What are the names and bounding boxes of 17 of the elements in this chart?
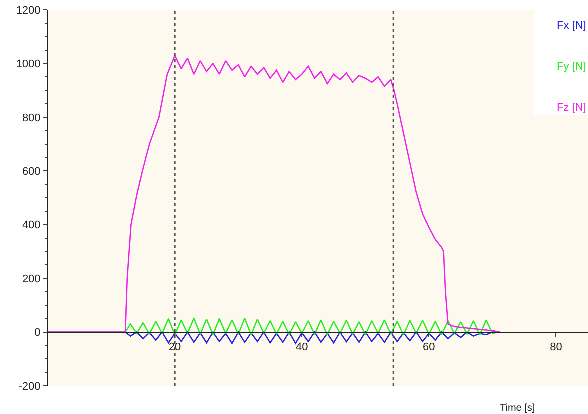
x-tick-label: 20 xyxy=(168,341,182,354)
y-tick-label: 400 xyxy=(22,220,41,232)
y-tick-label: 800 xyxy=(22,112,41,124)
y-tick-label: 0 xyxy=(34,327,41,340)
y-tick-label: 1000 xyxy=(16,58,41,71)
y-tick-label: -200 xyxy=(18,380,41,393)
y-tick-label: 600 xyxy=(22,166,41,178)
text: Fy [N] xyxy=(557,61,586,73)
text: Fx [N] xyxy=(557,20,586,32)
x-tick-label: 80 xyxy=(550,341,562,354)
y-tick-label: 200 xyxy=(22,273,41,286)
line-series xyxy=(48,55,501,333)
x-tick-label: 40 xyxy=(296,341,308,354)
x-axis-title: Time [s] xyxy=(500,403,536,414)
y-tick-label: 1200 xyxy=(16,4,41,17)
x-tick-label: 60 xyxy=(423,341,436,354)
text: Fz [N] xyxy=(557,102,586,114)
